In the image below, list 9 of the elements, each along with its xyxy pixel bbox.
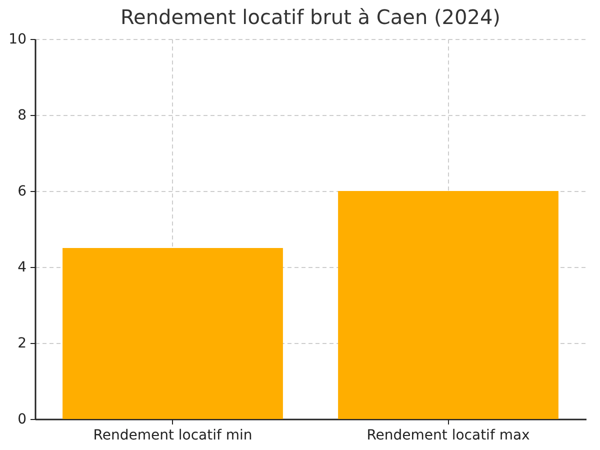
x-tick-label: Rendement locatif max bbox=[366, 428, 530, 444]
y-tick-label: 6 bbox=[18, 184, 27, 200]
chart-title: Rendement locatif brut à Caen (2024) bbox=[120, 5, 500, 29]
y-tick-label: 4 bbox=[18, 260, 27, 276]
x-tick-label: Rendement locatif min bbox=[93, 428, 252, 444]
y-tick-label: 8 bbox=[18, 108, 26, 124]
y-tick-label: 2 bbox=[18, 336, 26, 352]
y-tick-label: 10 bbox=[8, 32, 26, 48]
y-tick-label: 0 bbox=[18, 412, 26, 428]
